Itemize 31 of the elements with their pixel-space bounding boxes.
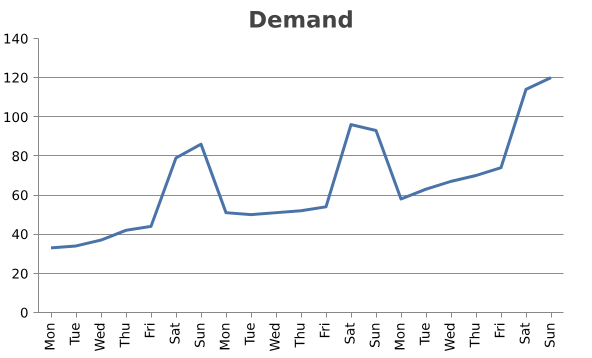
y-tick-label: 100 (3, 110, 29, 126)
x-tick-label: Sat (344, 322, 358, 344)
x-tick-label: Mon (44, 322, 58, 351)
y-tick-label: 40 (12, 228, 29, 244)
y-tick-label: 0 (20, 306, 29, 322)
x-tick-label: Wed (444, 322, 458, 352)
x-tick-label: Thu (468, 322, 484, 349)
x-tick-label: Wed (94, 322, 108, 352)
x-tick-label: Sat (518, 322, 534, 344)
x-tick-label: Fri (318, 322, 334, 338)
y-tick-label: 80 (12, 150, 29, 165)
chart-title: Demand (248, 8, 354, 34)
x-tick-label: Tue (68, 322, 84, 346)
x-tick-label: Mon (394, 322, 408, 351)
x-tick-label: Mon (218, 322, 234, 351)
x-tick-label: Sun (368, 322, 384, 348)
y-tick-label: 120 (3, 72, 29, 87)
x-tick-label: Thu (118, 322, 134, 349)
x-tick-label: Tue (418, 322, 434, 346)
x-tick-label: Fri (144, 322, 158, 338)
x-tick-label: Wed (268, 322, 284, 352)
y-tick-label: 20 (12, 267, 29, 282)
x-tick-label: Sun (194, 322, 208, 348)
x-tick-label: Tue (244, 322, 258, 346)
x-tick-label: Thu (294, 322, 308, 349)
x-tick-label: Fri (494, 322, 508, 338)
x-tick-label: Sat (168, 322, 184, 344)
y-tick-label: 60 (12, 189, 29, 204)
line-series (50, 76, 552, 250)
y-tick-label: 140 (3, 32, 29, 48)
x-tick-label: Sun (544, 322, 558, 348)
